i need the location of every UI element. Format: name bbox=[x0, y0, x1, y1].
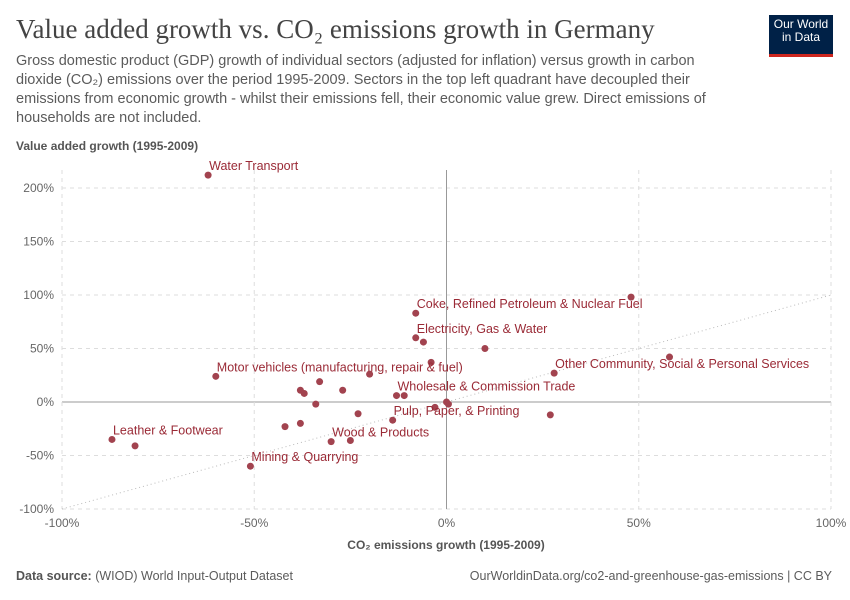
data-point[interactable] bbox=[627, 293, 635, 301]
point-label: Pulp, Paper, & Printing bbox=[394, 404, 520, 418]
data-point[interactable] bbox=[366, 370, 374, 378]
data-point[interactable] bbox=[550, 369, 558, 377]
data-point[interactable] bbox=[327, 438, 335, 446]
data-point[interactable] bbox=[666, 353, 674, 361]
x-tick-label: 100% bbox=[816, 516, 847, 530]
chart-title: Value added growth vs. CO₂ emissions gro… bbox=[16, 14, 655, 44]
data-point[interactable] bbox=[339, 386, 347, 394]
data-point[interactable] bbox=[296, 419, 304, 427]
data-point[interactable] bbox=[316, 378, 324, 386]
point-label: Other Community, Social & Personal Servi… bbox=[555, 357, 809, 371]
y-axis-label: Value added growth (1995-2009) bbox=[16, 139, 199, 153]
x-tick-label: -100% bbox=[45, 516, 80, 530]
y-tick-label: 200% bbox=[23, 181, 54, 195]
data-point[interactable] bbox=[212, 372, 220, 380]
data-point[interactable] bbox=[389, 416, 397, 424]
data-point[interactable] bbox=[354, 410, 362, 418]
data-point[interactable] bbox=[393, 392, 401, 400]
data-point[interactable] bbox=[300, 389, 308, 397]
data-point[interactable] bbox=[431, 403, 439, 411]
x-tick-label: 50% bbox=[627, 516, 651, 530]
data-point[interactable] bbox=[312, 400, 320, 408]
point-label: Leather & Footwear bbox=[113, 423, 223, 437]
source-url[interactable]: OurWorldinData.org/co2-and-greenhouse-ga… bbox=[469, 569, 832, 583]
data-point[interactable] bbox=[481, 345, 489, 352]
y-tick-label: 150% bbox=[23, 235, 54, 249]
point-label: Electricity, Gas & Water bbox=[417, 322, 548, 336]
data-point[interactable] bbox=[400, 392, 408, 400]
owid-logo[interactable]: Our World in Data bbox=[769, 15, 833, 57]
x-axis-label: CO₂ emissions growth (1995-2009) bbox=[347, 538, 544, 552]
x-tick-label: -50% bbox=[240, 516, 268, 530]
data-source: Data source: (WIOD) World Input-Output D… bbox=[16, 569, 293, 583]
y-tick-label: -100% bbox=[19, 502, 54, 516]
point-label: Wood & Products bbox=[332, 426, 429, 440]
y-tick-label: -50% bbox=[26, 449, 54, 463]
y-tick-label: 100% bbox=[23, 288, 54, 302]
data-point[interactable] bbox=[444, 400, 452, 408]
point-label: Wholesale & Commission Trade bbox=[398, 380, 576, 394]
data-source-text: (WIOD) World Input-Output Dataset bbox=[95, 569, 293, 583]
data-point[interactable] bbox=[108, 435, 116, 443]
data-point[interactable] bbox=[546, 411, 554, 419]
x-tick-label: 0% bbox=[438, 516, 456, 530]
point-label: Coke, Refined Petroleum & Nuclear Fuel bbox=[417, 297, 643, 311]
data-point[interactable] bbox=[281, 423, 289, 431]
y-tick-label: 50% bbox=[30, 342, 54, 356]
data-point[interactable] bbox=[419, 338, 427, 346]
data-point[interactable] bbox=[204, 171, 212, 179]
y-tick-label: 0% bbox=[37, 395, 55, 409]
chart-subtitle: Gross domestic product (GDP) growth of i… bbox=[16, 53, 706, 126]
data-point[interactable] bbox=[246, 462, 254, 470]
data-source-label: Data source: bbox=[16, 569, 92, 583]
data-point[interactable] bbox=[427, 358, 435, 366]
point-label: Water Transport bbox=[209, 159, 299, 173]
data-point[interactable] bbox=[131, 442, 139, 450]
data-point[interactable] bbox=[412, 334, 420, 342]
point-label: Mining & Quarrying bbox=[251, 450, 358, 464]
point-label: Motor vehicles (manufacturing, repair & … bbox=[217, 360, 463, 374]
scatter-plot: -100% -50% 0% 50% 100% 150% 200% -100% -50% 0% 50%… bbox=[19, 159, 847, 552]
data-point[interactable] bbox=[346, 437, 354, 445]
data-point[interactable] bbox=[412, 309, 420, 317]
